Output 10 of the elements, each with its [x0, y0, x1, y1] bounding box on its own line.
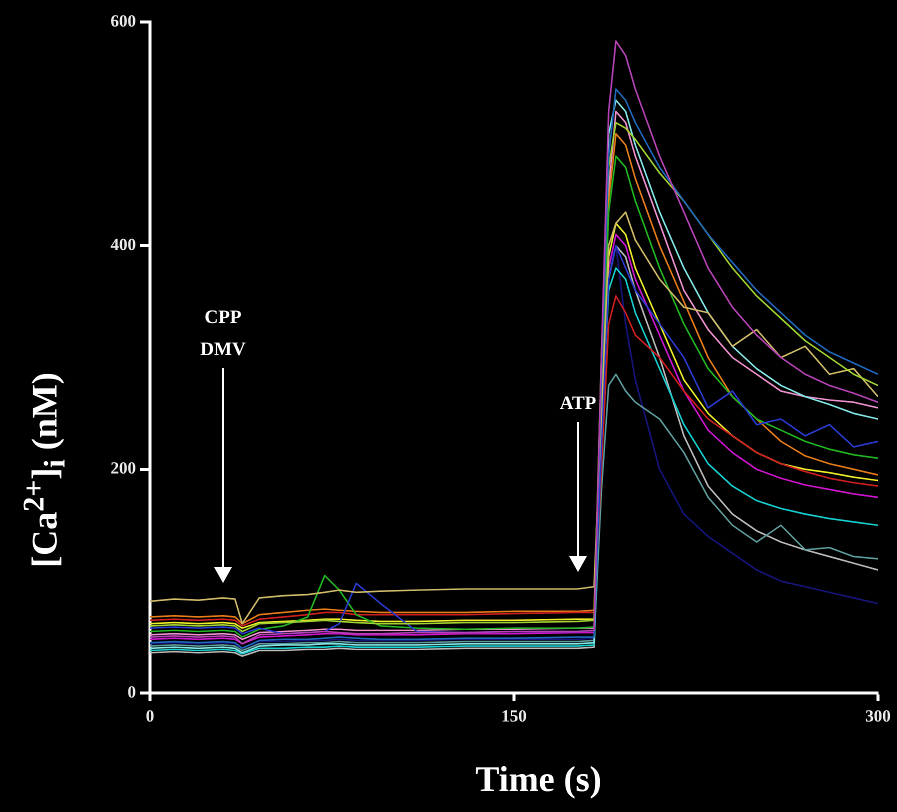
x-tick-label: 150: [501, 706, 527, 726]
x-tick-label: 300: [865, 706, 891, 726]
x-tick-label: 0: [146, 706, 154, 726]
y-tick-label: 600: [110, 11, 136, 30]
y-tick-label: 200: [110, 458, 136, 478]
y-tick-label: 0: [128, 682, 136, 702]
y-tick-label: 400: [110, 235, 136, 254]
annotation: CPP DMV: [200, 306, 246, 362]
annotation: ATP: [560, 392, 596, 416]
x-axis-title: Time (s): [474, 758, 603, 800]
